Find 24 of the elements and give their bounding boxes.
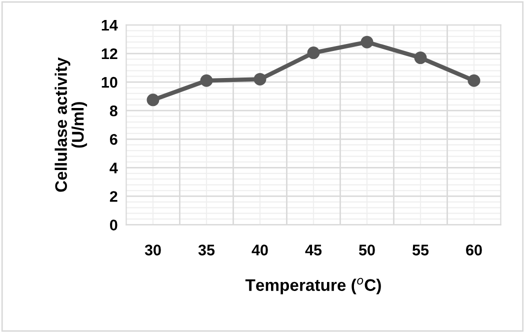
x-tick-label: 45 bbox=[305, 244, 322, 256]
x-tick-label: 55 bbox=[412, 244, 429, 256]
point bbox=[146, 94, 160, 106]
x-axis-title: Temperature ($^{o}$C) bbox=[245, 278, 381, 294]
y-tick-label: 10 bbox=[102, 76, 118, 88]
x-tick-label: 30 bbox=[144, 244, 161, 256]
point bbox=[468, 74, 480, 87]
y-tick-label: 8 bbox=[110, 105, 118, 116]
x-tick-label: 35 bbox=[198, 244, 215, 256]
point bbox=[307, 46, 320, 60]
point bbox=[200, 74, 213, 87]
x-tick-label: 40 bbox=[252, 244, 268, 256]
point bbox=[360, 36, 374, 48]
x-tick-label: 60 bbox=[466, 244, 482, 256]
y-tick-label: 6 bbox=[110, 134, 118, 145]
y-tick-label: 12 bbox=[102, 48, 118, 60]
y-tick-label: 0 bbox=[110, 220, 118, 230]
y-tick-label: 4 bbox=[110, 162, 118, 174]
y-axis-title: Cellulase activity (U/ml) bbox=[54, 57, 88, 192]
point bbox=[414, 52, 427, 64]
y-tick-label: 2 bbox=[110, 191, 118, 202]
point bbox=[254, 72, 266, 86]
y-tick-label: 14 bbox=[102, 20, 118, 31]
x-tick-label: 50 bbox=[358, 244, 375, 256]
